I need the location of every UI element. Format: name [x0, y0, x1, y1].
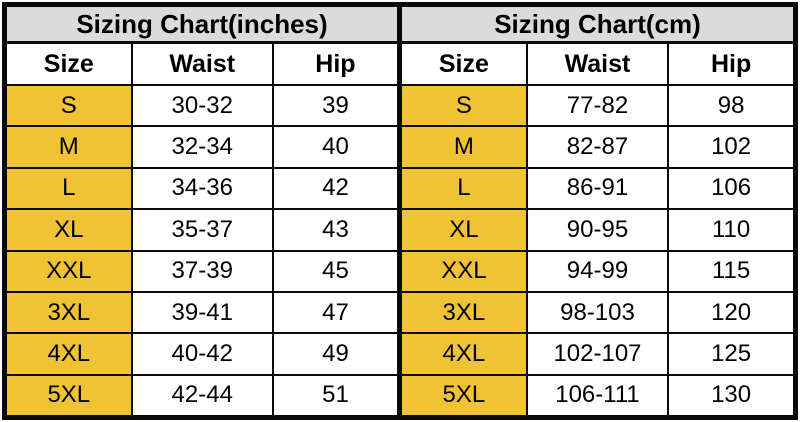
waist-cell: 82-87 [525, 125, 670, 169]
size-cell: 5XL [5, 373, 133, 418]
hip-cell: 120 [667, 290, 795, 335]
sizing-table-cm: Sizing Chart(cm) Size Waist Hip S 77-82 … [400, 5, 795, 418]
table-header-row: Size Waist Hip [5, 41, 400, 86]
size-cell: L [400, 166, 528, 211]
hip-cell: 51 [271, 373, 400, 418]
waist-cell: 94-99 [525, 249, 670, 293]
size-cell: M [400, 125, 528, 169]
waist-cell: 39-41 [130, 290, 274, 335]
size-cell: 5XL [400, 373, 528, 418]
hip-cell: 45 [271, 249, 400, 293]
table-row: M 82-87 102 [400, 125, 795, 169]
size-cell: S [400, 83, 528, 128]
waist-cell: 30-32 [130, 83, 274, 128]
table-row: 5XL 106-111 130 [400, 373, 795, 418]
hip-cell: 110 [667, 208, 795, 252]
table-header-row: Size Waist Hip [400, 41, 795, 86]
waist-cell: 34-36 [130, 166, 274, 211]
hip-cell: 102 [667, 125, 795, 169]
table-row: 3XL 98-103 120 [400, 290, 795, 335]
size-cell: XXL [400, 249, 528, 293]
table-row: 4XL 40-42 49 [5, 332, 400, 376]
table-row: XL 90-95 110 [400, 208, 795, 252]
table-row: S 77-82 98 [400, 83, 795, 128]
hip-cell: 39 [271, 83, 400, 128]
waist-cell: 106-111 [525, 373, 670, 418]
hip-cell: 130 [667, 373, 795, 418]
size-cell: M [5, 125, 133, 169]
hip-cell: 43 [271, 208, 400, 252]
table-title-cm: Sizing Chart(cm) [400, 5, 795, 44]
size-cell: 3XL [5, 290, 133, 335]
sizing-table-inches: Sizing Chart(inches) Size Waist Hip S 30… [5, 5, 400, 418]
table-row: 3XL 39-41 47 [5, 290, 400, 335]
column-header-hip: Hip [271, 41, 400, 86]
table-row: 5XL 42-44 51 [5, 373, 400, 418]
table-row: L 86-91 106 [400, 166, 795, 211]
table-row: XL 35-37 43 [5, 208, 400, 252]
size-cell: 4XL [400, 332, 528, 376]
table-title-row: Sizing Chart(inches) [5, 5, 400, 44]
waist-cell: 37-39 [130, 249, 274, 293]
table-row: S 30-32 39 [5, 83, 400, 128]
column-header-size: Size [400, 41, 528, 86]
waist-cell: 32-34 [130, 125, 274, 169]
column-header-waist: Waist [525, 41, 670, 86]
table-title-inches: Sizing Chart(inches) [5, 5, 400, 44]
waist-cell: 40-42 [130, 332, 274, 376]
hip-cell: 115 [667, 249, 795, 293]
hip-cell: 125 [667, 332, 795, 376]
waist-cell: 42-44 [130, 373, 274, 418]
waist-cell: 102-107 [525, 332, 670, 376]
table-row: XXL 94-99 115 [400, 249, 795, 293]
size-cell: XXL [5, 249, 133, 293]
table-row: XXL 37-39 45 [5, 249, 400, 293]
hip-cell: 49 [271, 332, 400, 376]
size-cell: 3XL [400, 290, 528, 335]
table-title-row: Sizing Chart(cm) [400, 5, 795, 44]
hip-cell: 106 [667, 166, 795, 211]
size-cell: 4XL [5, 332, 133, 376]
hip-cell: 42 [271, 166, 400, 211]
waist-cell: 90-95 [525, 208, 670, 252]
table-row: 4XL 102-107 125 [400, 332, 795, 376]
column-header-waist: Waist [130, 41, 274, 86]
table-row: L 34-36 42 [5, 166, 400, 211]
waist-cell: 98-103 [525, 290, 670, 335]
waist-cell: 86-91 [525, 166, 670, 211]
column-header-hip: Hip [667, 41, 795, 86]
size-cell: XL [400, 208, 528, 252]
table-row: M 32-34 40 [5, 125, 400, 169]
size-cell: XL [5, 208, 133, 252]
waist-cell: 77-82 [525, 83, 670, 128]
hip-cell: 47 [271, 290, 400, 335]
column-header-size: Size [5, 41, 133, 86]
hip-cell: 98 [667, 83, 795, 128]
size-cell: L [5, 166, 133, 211]
hip-cell: 40 [271, 125, 400, 169]
waist-cell: 35-37 [130, 208, 274, 252]
size-cell: S [5, 83, 133, 128]
